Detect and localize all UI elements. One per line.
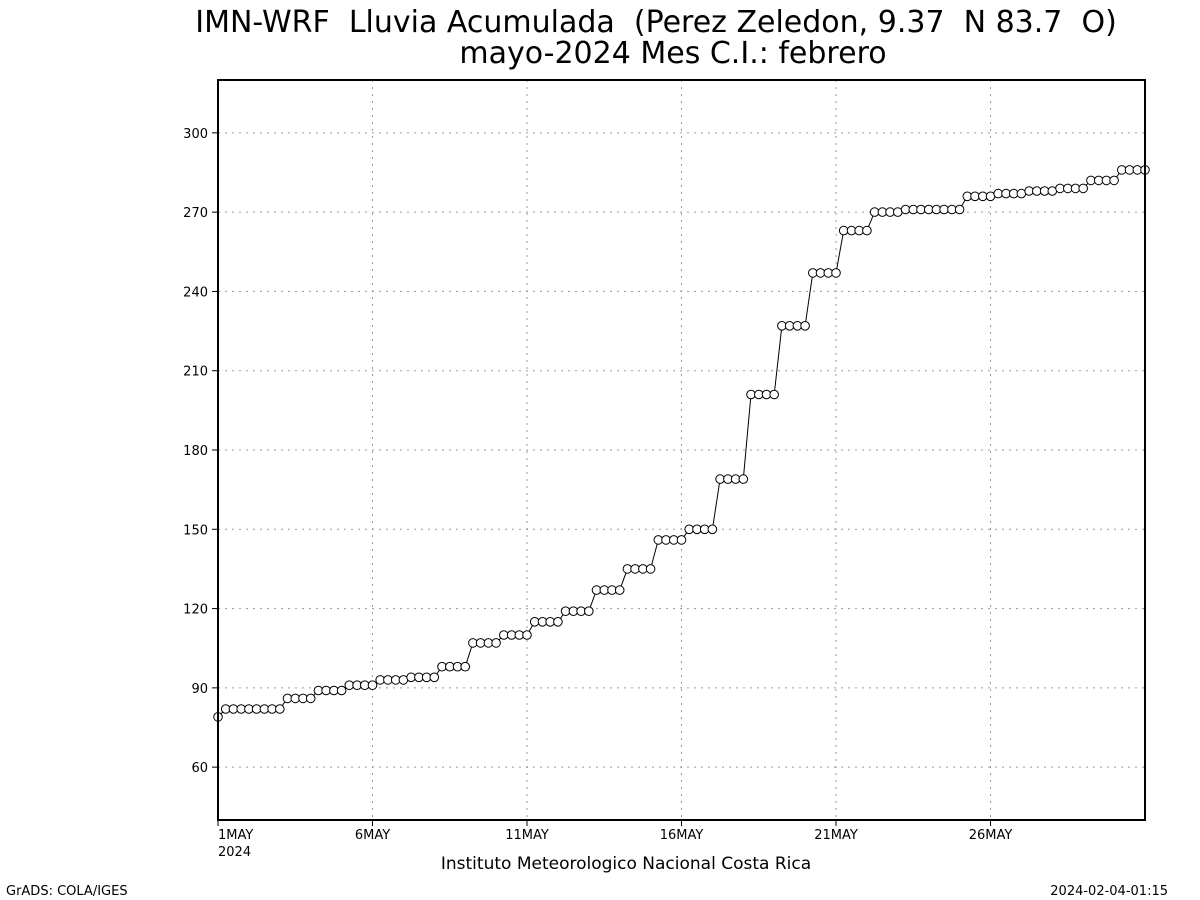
data-point <box>1078 183 1088 194</box>
data-point <box>584 606 594 617</box>
data-point <box>769 389 780 400</box>
x-tick-sublabel: 2024 <box>218 845 251 860</box>
data-point <box>800 321 810 331</box>
plot-frame <box>217 79 1146 821</box>
y-tick-label: 300 <box>183 127 208 142</box>
y-tick-label: 210 <box>183 365 208 380</box>
data-point <box>275 704 285 714</box>
chart-title: IMN-WRF Lluvia Acumulada (Perez Zeledon,… <box>195 5 1117 40</box>
data-point <box>305 693 316 704</box>
data-point <box>707 524 718 535</box>
data-point <box>676 535 687 545</box>
x-tick-label: 6MAY <box>355 828 390 843</box>
x-tick-label: 26MAY <box>969 828 1013 843</box>
y-tick-label: 60 <box>191 761 208 776</box>
y-tick-label: 270 <box>183 206 208 221</box>
y-tick-label: 180 <box>183 444 208 459</box>
data-point <box>367 680 378 691</box>
y-axis: 60 90 120 150 180 210 240 270 300 <box>183 127 218 776</box>
y-tick-label: 120 <box>183 603 208 618</box>
data-point <box>522 630 532 640</box>
data-point <box>460 661 471 672</box>
data-point <box>954 204 965 215</box>
data-point <box>614 585 625 595</box>
data-point <box>1109 175 1119 186</box>
y-tick-label: 90 <box>191 682 208 697</box>
x-tick-label: 16MAY <box>660 828 704 843</box>
data-point <box>491 638 501 648</box>
y-tick-label: 150 <box>183 523 208 538</box>
footer-left: GrADS: COLA/IGES <box>6 884 128 899</box>
data-point <box>738 474 749 484</box>
x-tick-label: 21MAY <box>814 828 858 843</box>
data-point <box>831 268 841 278</box>
x-axis-label: Instituto Meteorologico Nacional Costa R… <box>441 854 811 874</box>
footer-right: 2024-02-04-01:15 <box>1050 884 1168 899</box>
x-axis: 1MAY 2024 6MAY 11MAY 16MAY 21MAY 26MAY <box>217 820 1013 860</box>
y-tick-label: 240 <box>183 285 208 300</box>
x-tick-label: 1MAY <box>218 828 253 843</box>
data-point <box>862 225 872 236</box>
data-point <box>429 672 440 683</box>
chart-subtitle: mayo-2024 Mes C.I.: febrero <box>459 36 886 71</box>
series-group <box>213 165 1150 722</box>
x-tick-label: 11MAY <box>505 828 549 843</box>
data-point <box>645 564 656 574</box>
data-point <box>336 685 347 696</box>
data-point <box>553 617 563 627</box>
